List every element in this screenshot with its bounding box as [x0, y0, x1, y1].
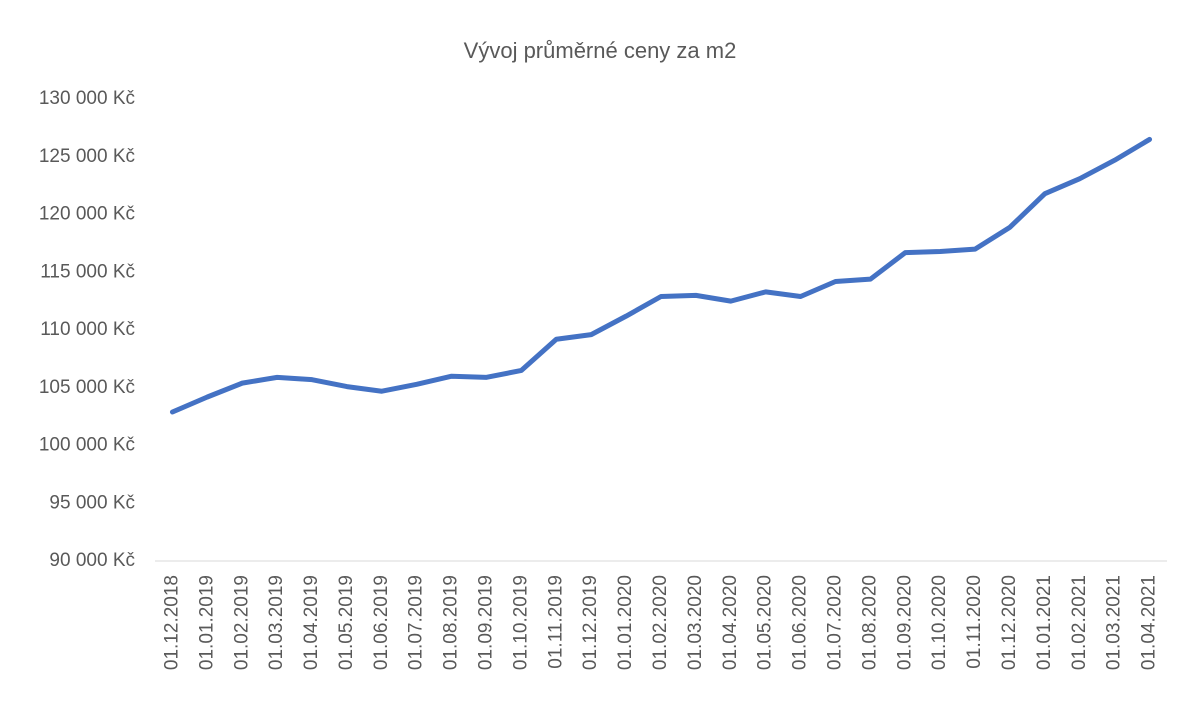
x-tick-label: 01.09.2019: [476, 575, 497, 670]
x-tick-label: 01.08.2020: [859, 575, 880, 670]
x-tick-label: 01.06.2019: [371, 575, 392, 670]
x-tick-label: 01.10.2020: [929, 575, 950, 670]
y-tick-label: 115 000 Kč: [40, 261, 135, 282]
x-tick-label: 01.06.2020: [790, 575, 811, 670]
x-tick-label: 01.12.2018: [161, 575, 182, 670]
y-tick-label: 100 000 Kč: [39, 435, 135, 456]
x-tick-label: 01.02.2021: [1069, 575, 1090, 670]
y-tick-label: 125 000 Kč: [39, 146, 135, 167]
x-tick-label: 01.03.2021: [1104, 575, 1125, 670]
x-tick-label: 01.08.2019: [441, 575, 462, 670]
y-tick-label: 95 000 Kč: [49, 492, 135, 513]
x-tick-label: 01.09.2020: [894, 575, 915, 670]
y-tick-label: 120 000 Kč: [39, 204, 135, 225]
x-tick-label: 01.07.2020: [824, 575, 845, 670]
y-tick-label: 130 000 Kč: [39, 88, 135, 109]
y-tick-label: 105 000 Kč: [39, 377, 135, 398]
x-tick-label: 01.02.2020: [650, 575, 671, 670]
x-tick-label: 01.12.2019: [580, 575, 601, 670]
x-tick-label: 01.11.2020: [964, 575, 985, 669]
x-tick-label: 01.05.2019: [336, 575, 357, 670]
x-tick-label: 01.04.2019: [301, 575, 322, 670]
data-line: [169, 136, 1153, 415]
x-tick-label: 01.01.2019: [196, 575, 217, 670]
x-tick-label: 01.10.2019: [510, 575, 531, 670]
y-tick-label: 90 000 Kč: [49, 550, 135, 571]
x-tick-label: 01.07.2019: [406, 575, 427, 670]
x-tick-label: 01.04.2020: [720, 575, 741, 670]
x-tick-label: 01.04.2021: [1139, 575, 1160, 670]
x-tick-label: 01.02.2019: [231, 575, 252, 670]
x-tick-label: 01.03.2019: [266, 575, 287, 670]
x-tick-label: 01.12.2020: [999, 575, 1020, 670]
x-tick-label: 01.03.2020: [685, 575, 706, 670]
y-tick-label: 110 000 Kč: [40, 319, 135, 340]
x-tick-label: 01.05.2020: [755, 575, 776, 670]
x-tick-label: 01.01.2021: [1034, 575, 1055, 670]
x-tick-label: 01.01.2020: [615, 575, 636, 670]
chart-title: Vývoj průměrné ceny za m2: [464, 38, 737, 63]
x-tick-label: 01.11.2019: [545, 575, 566, 669]
